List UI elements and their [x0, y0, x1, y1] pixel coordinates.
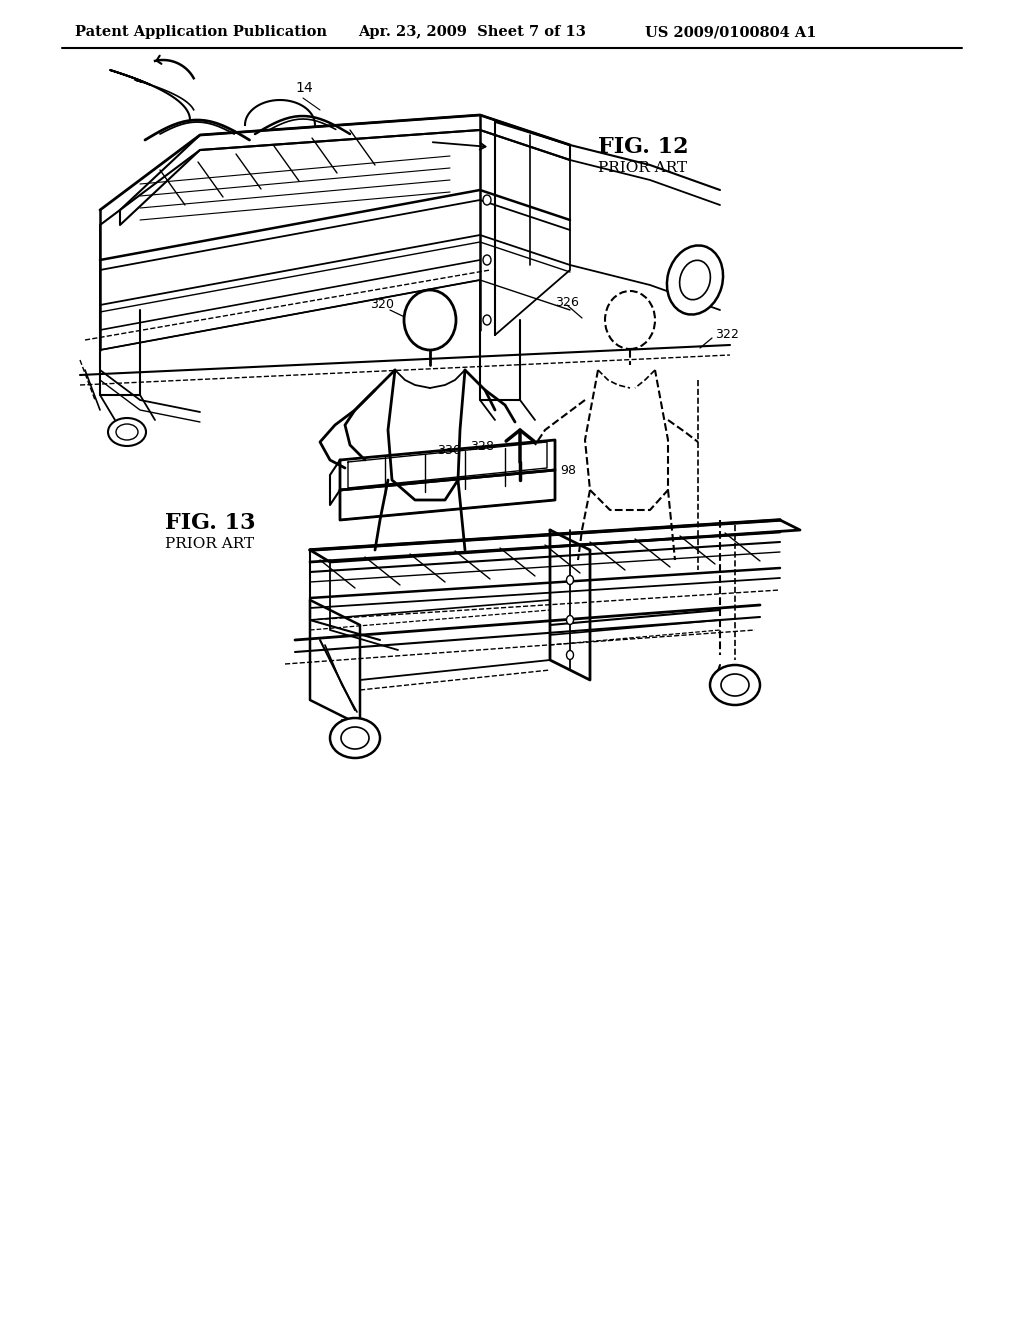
Ellipse shape — [330, 718, 380, 758]
Text: $\mathit{14}$: $\mathit{14}$ — [295, 81, 313, 95]
Text: PRIOR ART: PRIOR ART — [165, 537, 254, 550]
Text: $328$: $328$ — [470, 441, 495, 454]
Text: $322$: $322$ — [715, 329, 739, 342]
Ellipse shape — [710, 665, 760, 705]
Text: $330$: $330$ — [437, 444, 462, 457]
Ellipse shape — [404, 290, 456, 350]
Text: $320$: $320$ — [370, 298, 395, 312]
Text: FIG. 12: FIG. 12 — [598, 136, 688, 158]
Text: US 2009/0100804 A1: US 2009/0100804 A1 — [645, 25, 816, 40]
Ellipse shape — [667, 246, 723, 314]
Ellipse shape — [721, 675, 749, 696]
Text: FIG. 13: FIG. 13 — [165, 512, 256, 535]
Text: $98$: $98$ — [560, 463, 578, 477]
Ellipse shape — [680, 260, 711, 300]
Ellipse shape — [566, 651, 573, 660]
Text: PRIOR ART: PRIOR ART — [598, 161, 687, 176]
Ellipse shape — [483, 315, 490, 325]
Ellipse shape — [605, 290, 655, 348]
Ellipse shape — [483, 255, 490, 265]
Ellipse shape — [483, 195, 490, 205]
Text: Patent Application Publication: Patent Application Publication — [75, 25, 327, 40]
Ellipse shape — [108, 418, 146, 446]
Ellipse shape — [116, 424, 138, 440]
Ellipse shape — [566, 576, 573, 585]
Ellipse shape — [566, 615, 573, 624]
Text: $326$: $326$ — [555, 296, 580, 309]
Ellipse shape — [341, 727, 369, 748]
Text: Apr. 23, 2009  Sheet 7 of 13: Apr. 23, 2009 Sheet 7 of 13 — [358, 25, 586, 40]
